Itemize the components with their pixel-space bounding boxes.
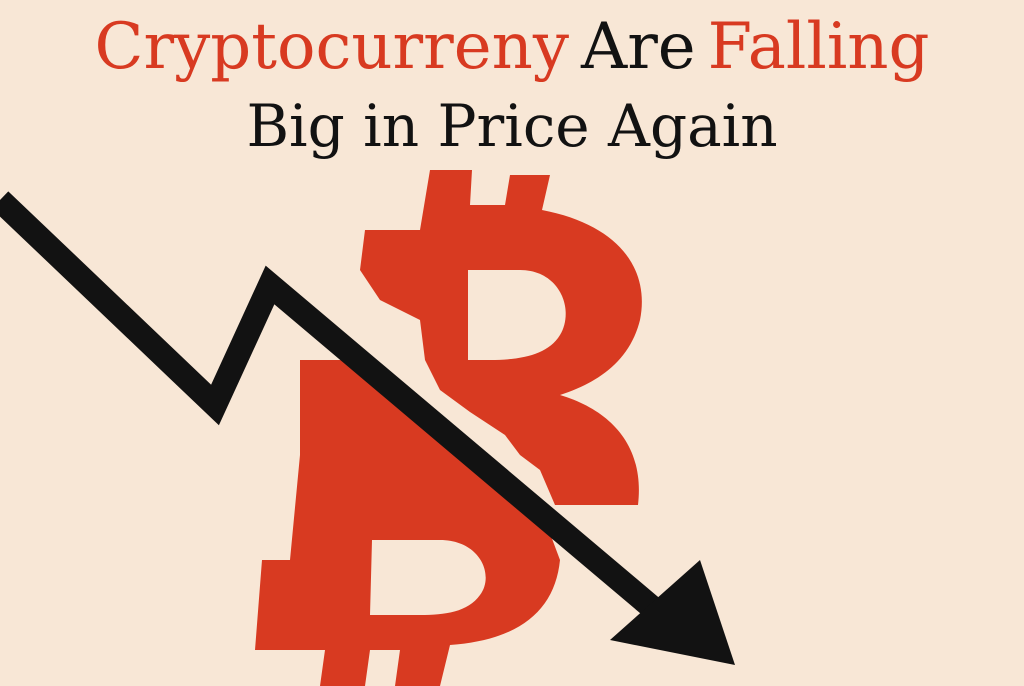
headline-word-cryptocurrency: Cryptocurreny [94, 10, 569, 84]
headline-line-1: Cryptocurreny Are Falling [0, 10, 1024, 84]
headline-line-2: Big in Price Again [246, 92, 778, 160]
bitcoin-bottom-icon [255, 360, 560, 686]
falling-arrow-icon [0, 191, 735, 665]
headline-word-falling: Falling [707, 10, 930, 84]
headline-word-are: Are [580, 10, 696, 84]
bitcoin-top-icon [360, 170, 642, 505]
